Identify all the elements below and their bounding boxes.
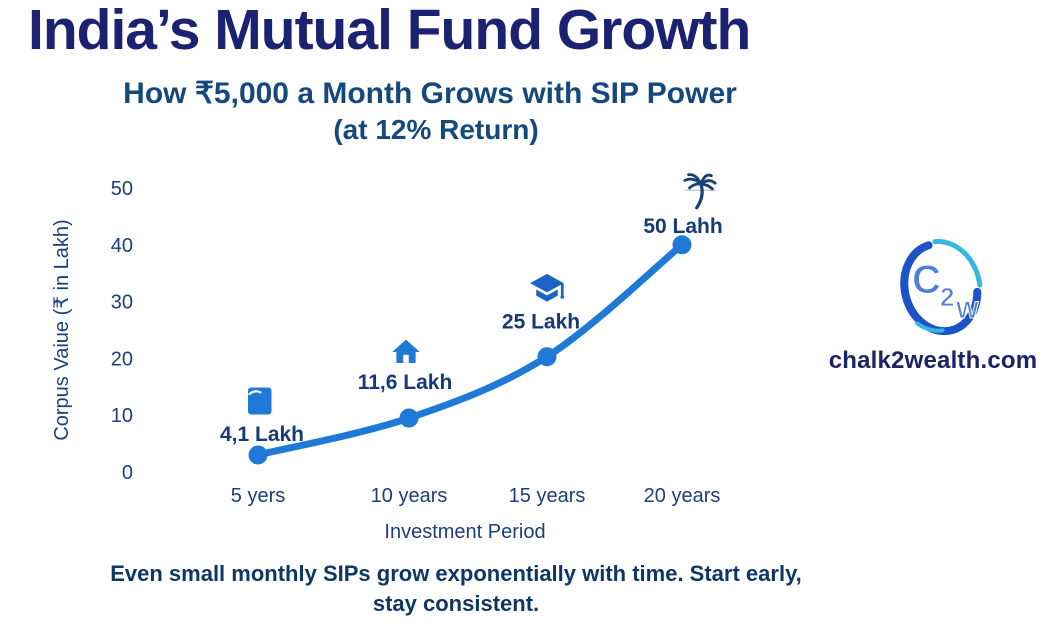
book-icon — [246, 386, 273, 416]
website-text: chalk2wealth.com — [828, 347, 1038, 374]
footer-caption: Even small monthly SIPs grow exponential… — [0, 559, 912, 619]
logo-letters: C 2 W — [912, 258, 980, 325]
logo-swirl-rings — [900, 239, 983, 336]
y-tick-label: 30 — [111, 292, 133, 314]
palm-tree-icon — [683, 172, 717, 210]
point-value-label: 25 Lakh — [502, 311, 580, 334]
subtitle: How ₹5,000 a Month Grows with SIP Power — [123, 77, 737, 110]
y-tick-label: 0 — [122, 462, 133, 484]
x-tick-label: 15 years — [509, 485, 586, 507]
point-value-label: 4,1 Lakh — [220, 423, 304, 446]
plot-area: 0 10 20 30 40 50 5 yers 10 years 15 years 20 year… — [111, 172, 723, 507]
x-tick-label: 5 yers — [231, 485, 285, 507]
logo-letter-w: W — [956, 297, 979, 324]
data-point-marker — [537, 347, 557, 367]
caption-line-1: Even small monthly SIPs grow exponential… — [110, 561, 802, 586]
caption-line-2: stay consistent. — [372, 591, 540, 616]
y-tick-label: 20 — [111, 348, 133, 370]
return-rate-tagline: (at 12% Return) — [333, 114, 539, 145]
x-tick-label: 10 years — [371, 485, 448, 507]
logo-letter-c: C — [912, 258, 941, 302]
y-tick-label: 50 — [111, 178, 133, 200]
data-point-marker — [399, 408, 419, 428]
point-value-label: 50 Lahh — [643, 215, 722, 238]
growth-curve — [254, 241, 686, 459]
data-point-marker — [248, 445, 268, 465]
x-tick-label: 20 years — [644, 485, 721, 507]
house-icon — [392, 339, 420, 363]
y-axis-title: Corpus Vaiue (₹ in Lakh) — [51, 219, 73, 440]
point-value-label: 11,6 Lakh — [358, 371, 453, 394]
y-tick-label: 10 — [111, 405, 133, 427]
graduation-cap-icon — [530, 273, 565, 302]
c2w-logo: C 2 W — [900, 239, 983, 336]
x-axis-title: Investment Period — [384, 521, 545, 543]
data-point-marker — [672, 235, 692, 255]
growth-line-chart: Corpus Vaiue (₹ in Lakh) Investment Peri… — [51, 172, 723, 543]
logo-letter-2: 2 — [940, 282, 954, 312]
page-title: India’s Mutual Fund Growth — [28, 0, 751, 62]
y-tick-label: 40 — [111, 235, 133, 257]
